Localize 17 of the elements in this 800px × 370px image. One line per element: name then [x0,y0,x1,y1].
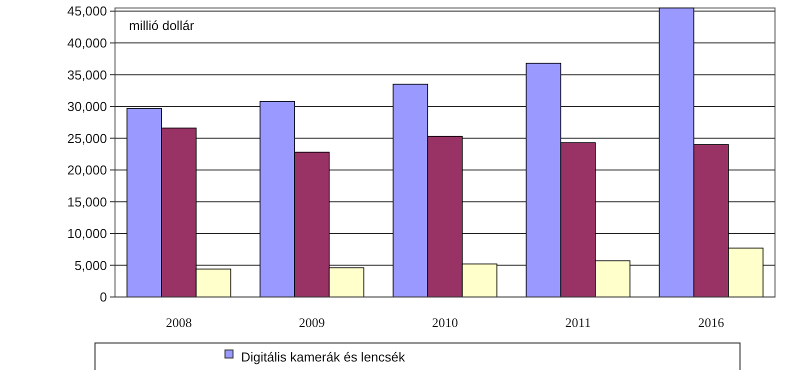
legend-label: Digitális kamerák és lencsék [241,350,406,365]
y-tick-label: 35,000 [67,67,107,82]
y-tick-label: 30,000 [67,99,107,114]
y-tick-label: 15,000 [67,194,107,210]
annotation: millió dollár [129,18,195,33]
y-tick-label: 20,000 [67,162,107,178]
x-tick-label: 2010 [432,315,458,330]
x-tick-label: 2011 [565,315,591,330]
y-tick-label: 5,000 [74,258,107,273]
y-tick-label: 10,000 [67,226,107,242]
y-tick-label: 45,000 [67,4,107,19]
x-tick-label: 2016 [698,315,725,330]
x-tick-label: 2009 [298,315,325,330]
y-tick-label: 0 [100,290,107,305]
x-tick-label: 2008 [166,315,192,330]
y-tick-label: 40,000 [67,35,107,50]
y-tick-label: 25,000 [67,130,107,146]
